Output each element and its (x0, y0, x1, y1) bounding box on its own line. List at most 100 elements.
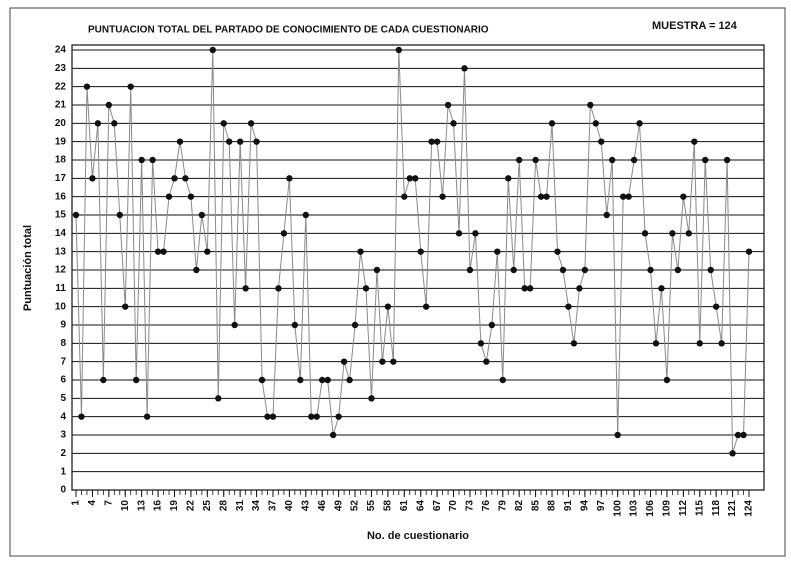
data-point (329, 431, 337, 439)
data-point (182, 175, 189, 182)
data-point (176, 138, 184, 145)
data-point (127, 83, 134, 90)
data-point (209, 46, 216, 54)
data-point (587, 101, 594, 109)
data-point (723, 156, 731, 164)
x-tick-label: 73 (465, 500, 476, 512)
x-tick-label: 97 (596, 500, 607, 512)
x-tick-label: 52 (350, 500, 361, 512)
data-point (264, 413, 271, 420)
x-tick-label: 25 (202, 500, 213, 512)
data-point (384, 303, 392, 310)
data-point (368, 395, 375, 402)
data-point (734, 431, 742, 439)
data-point (472, 230, 479, 237)
x-tick-label: 106 (645, 500, 656, 517)
data-point (122, 303, 129, 310)
data-point (280, 230, 288, 237)
x-tick-label: 19 (169, 500, 180, 512)
data-point (160, 248, 167, 255)
data-point (576, 285, 583, 292)
x-tick-label: 4 (87, 500, 98, 506)
data-point (78, 413, 85, 420)
data-point (488, 321, 496, 329)
x-tick-label: 94 (579, 500, 590, 512)
data-point (154, 248, 162, 255)
x-tick-label: 10 (120, 500, 131, 512)
x-tick-label: 85 (530, 500, 541, 512)
data-point (111, 120, 118, 127)
data-point (559, 266, 567, 274)
data-point (745, 248, 753, 255)
data-point (143, 413, 151, 420)
data-point (548, 120, 556, 127)
data-point (324, 376, 331, 384)
data-point (652, 340, 660, 347)
data-point (220, 120, 227, 127)
data-point (94, 120, 102, 127)
data-point (669, 230, 676, 237)
data-point (215, 395, 222, 402)
data-point (461, 65, 468, 72)
data-point (521, 285, 528, 292)
plot-frame (71, 44, 765, 491)
data-point (433, 138, 441, 145)
x-tick-label: 7 (103, 500, 114, 506)
chart-frame (9, 7, 786, 557)
x-tick-label: 13 (136, 500, 147, 512)
x-tick-label: 124 (744, 500, 755, 517)
y-tick-label: 18 (55, 155, 67, 166)
y-tick-label: 3 (60, 430, 66, 441)
x-tick-label: 1 (71, 500, 82, 506)
x-tick-label: 37 (268, 500, 279, 512)
data-point (362, 285, 370, 292)
x-tick-label: 82 (514, 500, 525, 512)
data-point (171, 175, 178, 182)
data-point (505, 175, 512, 182)
x-tick-label: 49 (333, 500, 344, 512)
data-point (609, 156, 616, 164)
data-point (346, 376, 353, 384)
data-point (570, 340, 578, 347)
data-point (663, 376, 671, 384)
data-point (89, 175, 96, 182)
data-point (554, 248, 561, 255)
y-tick-label: 9 (60, 320, 66, 331)
y-tick-label: 7 (60, 356, 66, 367)
data-point (379, 358, 386, 365)
y-tick-label: 5 (60, 393, 66, 404)
data-point (718, 340, 725, 347)
y-tick-label: 10 (55, 301, 67, 312)
data-point (236, 138, 244, 145)
data-point (515, 156, 523, 164)
data-point (702, 156, 709, 164)
data-point (696, 340, 703, 347)
data-point (641, 230, 649, 237)
x-tick-label: 64 (415, 500, 426, 512)
y-tick-label: 24 (55, 45, 67, 56)
data-point (308, 413, 315, 420)
data-point (636, 120, 643, 127)
x-tick-label: 58 (383, 500, 394, 512)
data-point (242, 285, 249, 292)
data-point (691, 138, 698, 145)
data-point (565, 303, 572, 310)
y-tick-label: 13 (55, 246, 67, 257)
data-point (707, 266, 714, 274)
data-point (417, 248, 424, 255)
data-point (406, 175, 413, 182)
data-point (685, 230, 693, 237)
data-point (494, 248, 501, 255)
data-point (105, 101, 113, 109)
data-point (680, 193, 687, 200)
data-point (444, 101, 452, 109)
x-tick-label: 118 (711, 500, 722, 517)
data-point (258, 376, 266, 384)
data-point (466, 266, 474, 274)
y-tick-label: 11 (55, 283, 66, 294)
data-point (712, 303, 720, 310)
data-point (83, 83, 91, 90)
y-tick-label: 21 (55, 100, 67, 111)
data-point (412, 175, 419, 182)
